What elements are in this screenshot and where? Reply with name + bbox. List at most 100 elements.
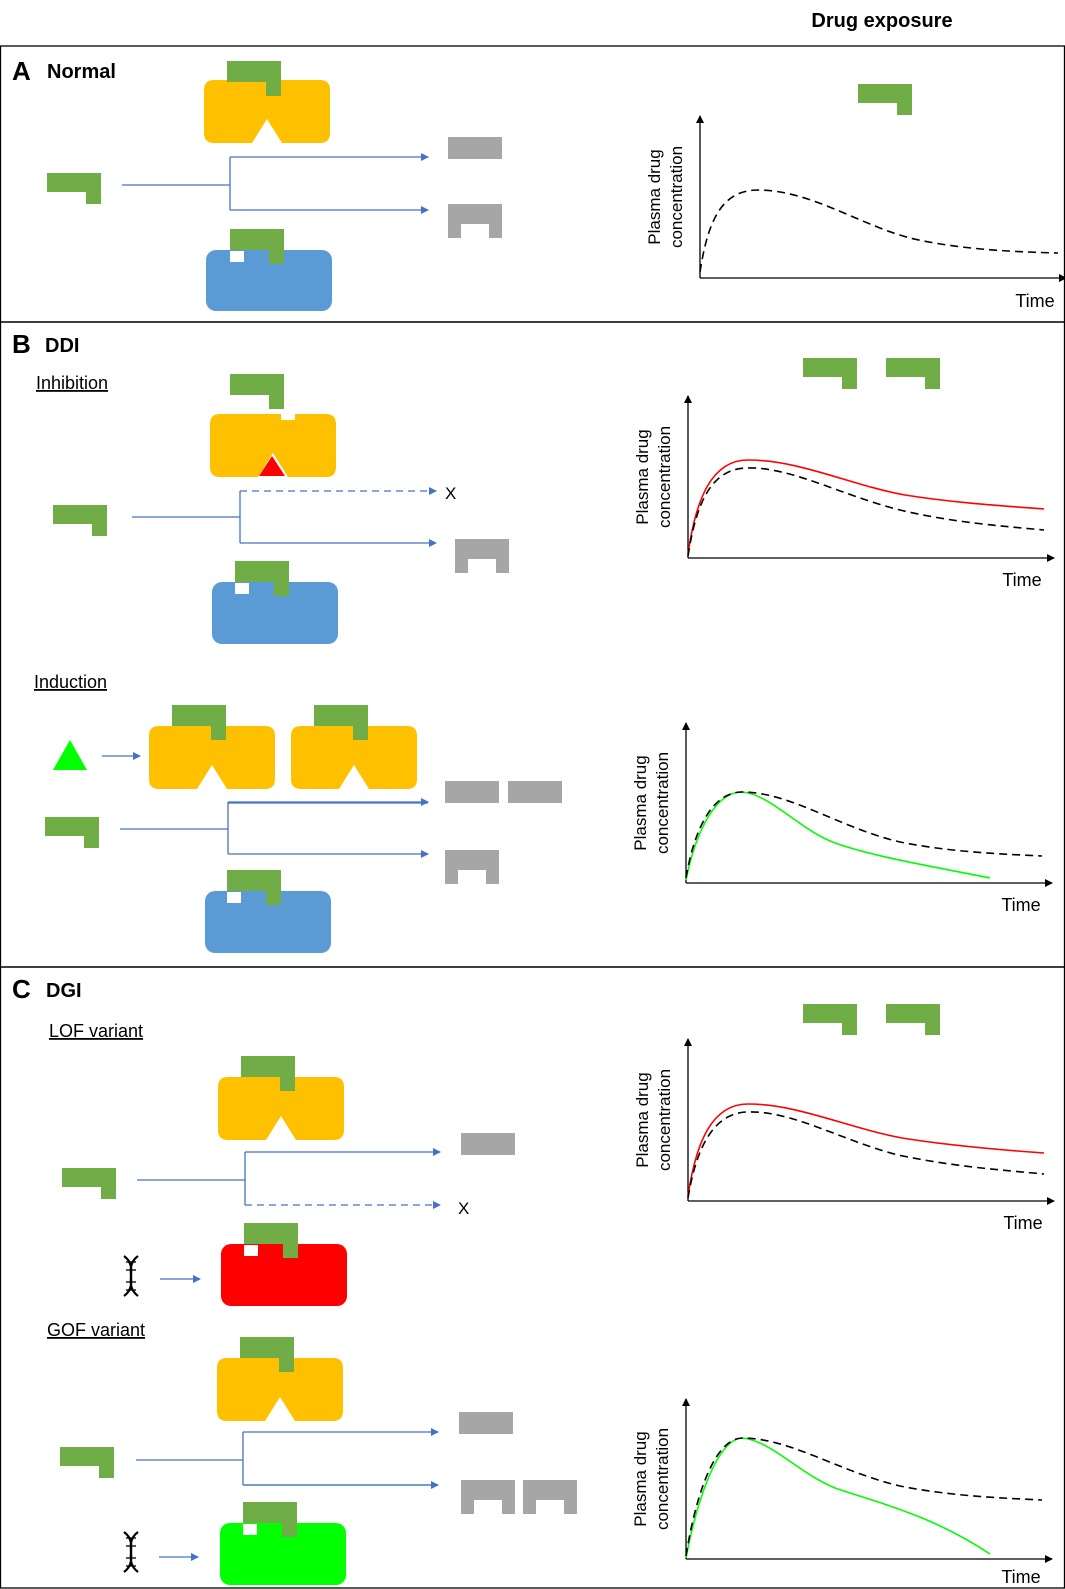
enzyme-icon <box>212 582 338 644</box>
metabolite-icon <box>448 137 502 159</box>
enzyme-icon <box>205 891 331 953</box>
x-axis-label: Time <box>1003 1213 1042 1233</box>
panel-a-letter: A <box>12 56 31 86</box>
inhibition-blocked-marker: X <box>445 484 456 503</box>
drug-molecule-icon <box>45 817 99 848</box>
baseline-curve <box>699 189 1059 273</box>
y-axis-label: Plasma drug concentration <box>631 752 672 854</box>
binding-site-icon <box>281 414 295 420</box>
drug-molecule-icon <box>172 705 226 740</box>
enzyme-icon <box>218 1077 344 1140</box>
y-axis-label-line2: concentration <box>653 1428 672 1530</box>
baseline-curve <box>685 791 1043 879</box>
drug-molecule-icon <box>240 1337 294 1372</box>
gof-variant-label: GOF variant <box>47 1320 145 1340</box>
drug-molecule-icon <box>803 358 857 389</box>
panel-b-frame <box>0 321 1065 968</box>
concentration-time-plot: Plasma drug concentration Time <box>631 1398 1053 1587</box>
y-axis-label-line1: Plasma drug <box>631 755 650 850</box>
metabolite-icon <box>461 1480 515 1514</box>
drug-molecule-icon <box>47 173 101 204</box>
enzyme-icon <box>210 414 336 477</box>
concentration-time-plot: Plasma drug concentration Time <box>645 115 1065 311</box>
lof-variant-label: LOF variant <box>49 1021 143 1041</box>
baseline-curve <box>687 467 1045 557</box>
enzyme-icon <box>291 726 417 789</box>
drug-molecule-icon <box>243 1502 297 1537</box>
y-axis-label: Plasma drug concentration <box>631 1428 672 1530</box>
dna-strand <box>123 1531 139 1573</box>
x-axis-label: Time <box>1001 1567 1040 1587</box>
metabolite-icon <box>461 1133 515 1155</box>
panel-c-title: DGI <box>46 980 82 1002</box>
metabolite-icon <box>508 781 562 803</box>
concentration-time-plot: Plasma drug concentration Time <box>633 395 1055 590</box>
metabolite-icon <box>445 781 499 803</box>
y-axis-label-line2: concentration <box>667 146 686 248</box>
figure-header: Drug exposure <box>811 10 952 32</box>
metabolite-icon <box>455 539 509 573</box>
drug-molecule-icon <box>227 61 281 96</box>
concentration-time-plot: Plasma drug concentration Time <box>631 722 1053 915</box>
panel-a-title: Normal <box>47 61 116 83</box>
inducer-triangle-icon <box>53 740 87 770</box>
drug-molecule-icon <box>858 84 912 115</box>
concentration-time-plot: Plasma drug concentration Time <box>633 1038 1055 1233</box>
y-axis-label: Plasma drug concentration <box>633 426 674 528</box>
inhibitor-triangle-icon <box>259 456 285 476</box>
enzyme-icon <box>206 250 332 311</box>
panel-b-title: DDI <box>45 335 79 357</box>
y-axis-label-line1: Plasma drug <box>633 429 652 524</box>
lof-blocked-marker: X <box>458 1199 469 1218</box>
dna-strand <box>123 1255 139 1297</box>
baseline-curve <box>685 1437 1043 1557</box>
binding-site-icon <box>230 251 244 262</box>
drug-molecule-icon <box>886 1004 940 1035</box>
y-axis-label-line1: Plasma drug <box>631 1431 650 1526</box>
enzyme-icon <box>204 80 330 143</box>
drug-molecule-icon <box>314 705 368 740</box>
drug-molecule-icon <box>241 1056 295 1091</box>
variant-curve <box>685 1437 991 1559</box>
drug-molecule-icon <box>227 870 281 905</box>
baseline-curve <box>687 1111 1045 1199</box>
metabolite-icon <box>445 850 499 884</box>
binding-site-icon <box>235 583 249 594</box>
inhibition-label: Inhibition <box>36 373 108 393</box>
panel-c-letter: C <box>12 974 31 1004</box>
enzyme-icon <box>217 1358 343 1421</box>
variant-curve <box>685 791 991 881</box>
y-axis-label-line2: concentration <box>653 752 672 854</box>
drug-molecule-icon <box>230 374 284 409</box>
panel-frames <box>0 45 1065 1589</box>
drug-molecule-icon <box>62 1168 116 1199</box>
enzyme-icon <box>221 1244 347 1306</box>
drug-molecule-icon <box>235 561 289 596</box>
y-axis-label: Plasma drug concentration <box>645 146 686 248</box>
y-axis-label-line2: concentration <box>655 426 674 528</box>
drug-molecule-icon <box>60 1447 114 1478</box>
variant-curve <box>687 459 1045 555</box>
binding-site-icon <box>244 1245 258 1256</box>
enzyme-icon <box>149 726 275 789</box>
binding-site-icon <box>227 892 241 903</box>
drug-molecule-icon <box>803 1004 857 1035</box>
binding-site-icon <box>243 1524 257 1535</box>
x-axis-label: Time <box>1015 291 1054 311</box>
schematic-layer <box>45 61 940 1585</box>
panel-b-letter: B <box>12 329 31 359</box>
enzyme-icon <box>220 1523 346 1585</box>
drug-molecule-icon <box>244 1223 298 1258</box>
drug-molecule-icon <box>53 505 107 536</box>
y-axis-label: Plasma drug concentration <box>633 1069 674 1171</box>
dna-helix-icon <box>123 1255 139 1297</box>
drug-molecule-icon <box>230 229 284 264</box>
x-axis-label: Time <box>1001 895 1040 915</box>
metabolite-icon <box>523 1480 577 1514</box>
metabolite-icon <box>459 1412 513 1434</box>
y-axis-label-line2: concentration <box>655 1069 674 1171</box>
dna-helix-icon <box>123 1531 139 1573</box>
variant-curve <box>687 1103 1045 1197</box>
